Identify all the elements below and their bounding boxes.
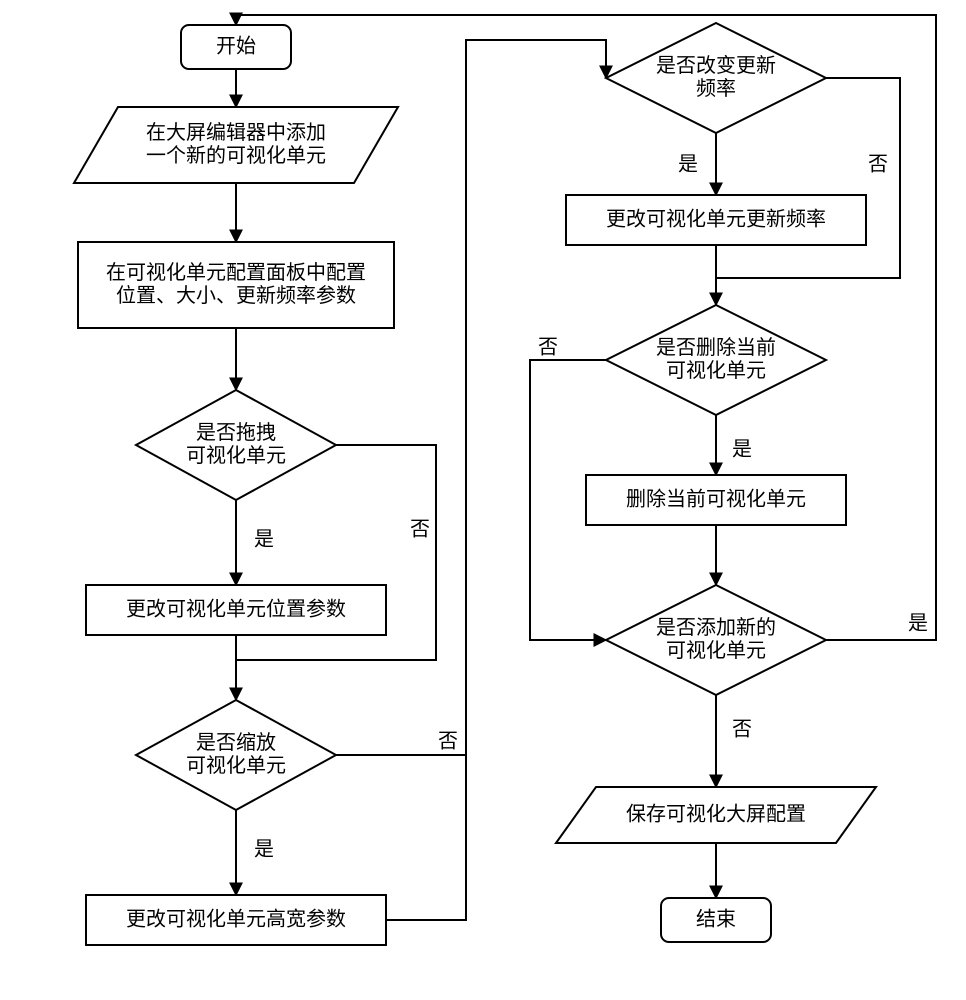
- node-p_hw-text: 更改可视化单元高宽参数: [126, 902, 346, 931]
- edge-16-label: 是: [908, 606, 928, 635]
- node-add_unit-text: 一个新的可视化单元: [146, 139, 326, 168]
- edge-13-label: 否: [538, 330, 558, 359]
- node-p_pos-text: 更改可视化单元位置参数: [126, 592, 346, 621]
- edge-15-label: 否: [732, 712, 752, 741]
- edge-10-label: 否: [868, 147, 888, 176]
- edge-12-label: 是: [732, 432, 752, 461]
- node-d_addnew-text: 可视化单元: [666, 634, 766, 663]
- node-p_freq-text: 更改可视化单元更新频率: [606, 202, 826, 231]
- edge-4-label: 否: [410, 512, 430, 541]
- node-d_scale-text: 可视化单元: [186, 749, 286, 778]
- node-config-text: 位置、大小、更新频率参数: [116, 279, 356, 308]
- edge-9-label: 是: [678, 147, 698, 176]
- edge-3-label: 是: [254, 522, 274, 551]
- edge-8-label: 否: [438, 724, 458, 753]
- node-start-text: 开始: [216, 29, 256, 58]
- node-p_del-text: 删除当前可视化单元: [626, 482, 806, 511]
- edge-7: [386, 40, 606, 920]
- node-end-text: 结束: [696, 902, 736, 931]
- node-d_freq-text: 频率: [696, 72, 736, 101]
- edge-6-label: 是: [254, 832, 274, 861]
- node-d_del-text: 可视化单元: [666, 354, 766, 383]
- node-d_drag-text: 可视化单元: [186, 439, 286, 468]
- node-save-text: 保存可视化大屏配置: [626, 797, 806, 826]
